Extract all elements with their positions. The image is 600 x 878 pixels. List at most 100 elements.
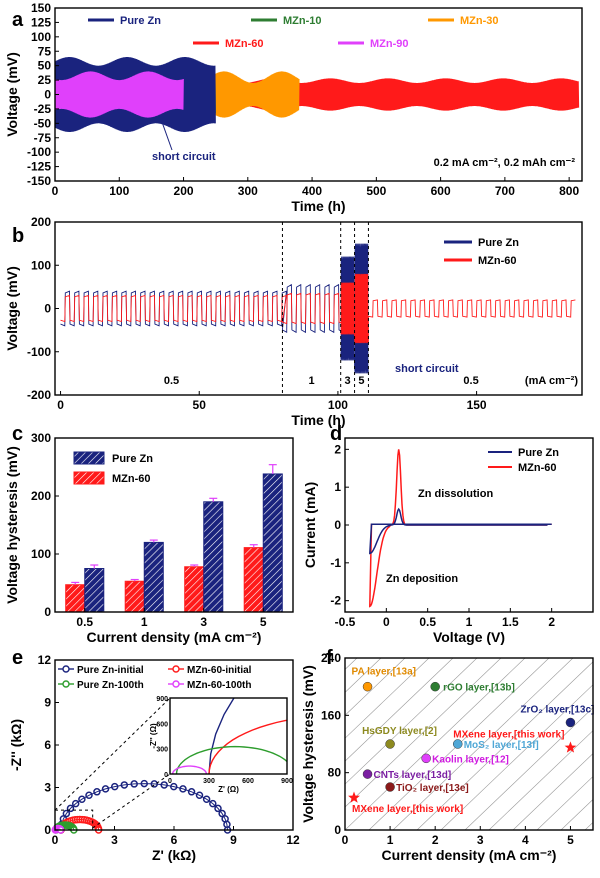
y-tick-label: -50 (34, 116, 52, 130)
point-label: MXene layer,[this work] (352, 804, 463, 815)
legend-marker (62, 680, 70, 688)
y-tick-label: 100 (31, 258, 51, 272)
y-tick-label: -200 (27, 388, 51, 402)
legend-marker (172, 680, 180, 688)
inset-x-tick-label: 900 (281, 778, 293, 785)
y-tick-label: 240 (321, 651, 341, 665)
diagonal-line (464, 707, 593, 830)
bar (65, 584, 86, 613)
diagonal-line (345, 658, 430, 739)
series-line-mzn-90 (55, 71, 184, 118)
diagonal-line (345, 658, 382, 693)
panel-label: b (12, 225, 24, 247)
y-tick-label: 12 (38, 653, 52, 667)
traces (60, 243, 576, 374)
point-label: PA layer,[13a] (352, 667, 416, 678)
unit-label: (mA cm⁻²) (525, 375, 578, 387)
inset-frame (169, 697, 288, 775)
panel-f: PA layer,[13a] rGO layer,[13b] ZrO₂ layer,… (300, 647, 594, 863)
legend-label: MZn-60 (112, 473, 151, 485)
y-tick-label: -25 (34, 102, 52, 116)
panel-label: f (326, 647, 333, 669)
y-tick-label: 0 (44, 88, 51, 102)
data-point-star (564, 741, 577, 753)
y-tick-label: 200 (31, 489, 51, 503)
y-axis-label: Current (mA) (302, 482, 318, 568)
y-tick-label: 0 (44, 823, 51, 837)
y-tick-label: 200 (31, 215, 51, 229)
y-tick-label: -100 (27, 145, 51, 159)
y-tick-label: -150 (27, 174, 51, 188)
legend-label: MZn-60 (518, 462, 557, 474)
x-tick-label: 0 (57, 398, 64, 412)
x-tick-label: 0.5 (76, 615, 93, 629)
zoom-box (54, 809, 94, 831)
y-tick-label: 3 (44, 781, 51, 795)
x-axis-label: Current density (mA cm⁻²) (382, 847, 557, 863)
x-tick-label: 0 (52, 184, 59, 198)
x-tick-label: 6 (171, 833, 178, 847)
y-tick-label: 25 (38, 73, 52, 87)
panel-e-inset: 0 300 600 900 0 300 600 900 Z' (Ω) -Z'' (Ω) (149, 696, 293, 794)
y-tick-label: 2 (334, 442, 341, 456)
x-tick-label: 1 (141, 615, 148, 629)
inset-y-tick-label: 300 (156, 747, 168, 754)
segment-label: 5 (358, 375, 364, 387)
legend-label: MZn-60-100th (187, 680, 251, 691)
y-axis-label: Voltage hysteresis (mV) (4, 446, 20, 604)
x-tick-label: 50 (193, 398, 207, 412)
x-tick-label: 150 (467, 398, 487, 412)
legend-label: MZn-60 (225, 38, 264, 50)
point-label: Kaolin layer,[12] (432, 754, 509, 765)
panel-label: d (330, 423, 342, 445)
panel-label: c (12, 423, 23, 445)
y-tick-label: 125 (31, 15, 51, 29)
x-tick-label: 500 (366, 184, 386, 198)
annotation-dissolution: Zn dissolution (418, 488, 493, 500)
x-tick-label: 2 (432, 833, 439, 847)
x-tick-label: 9 (230, 833, 237, 847)
inset-y-tick-label: 900 (156, 696, 168, 703)
y-tick-label: -2 (330, 594, 341, 608)
x-tick-label: 100 (109, 184, 129, 198)
bar (203, 501, 224, 613)
series-line-pure-zn (60, 243, 369, 374)
x-tick-label: 800 (559, 184, 579, 198)
x-axis-label: Time (h) (291, 198, 345, 214)
x-axis-label: Current density (mA cm⁻²) (87, 629, 262, 645)
x-tick-label: 0 (52, 833, 59, 847)
legend-label: MZn-90 (370, 38, 409, 50)
panel-label: a (12, 9, 24, 31)
diagonal-line (440, 684, 593, 830)
plot-frame (344, 657, 594, 831)
y-axis-label: Voltage hysteresis (mV) (300, 665, 316, 823)
diagonal-line (345, 658, 454, 762)
inset-series-line (171, 765, 208, 774)
zoom-guide (54, 697, 171, 811)
y-tick-label: -1 (330, 556, 341, 570)
legend-label: Pure Zn (518, 447, 559, 459)
legend-label: Pure Zn (120, 15, 161, 27)
y-tick-label: 150 (31, 1, 51, 15)
x-tick-label: 12 (286, 833, 300, 847)
legend-swatch (73, 451, 105, 465)
data-point (385, 782, 395, 792)
x-axis-label: Z' (kΩ) (152, 847, 196, 863)
annotation-short-circuit: short circuit (395, 363, 459, 375)
panel-c: 0.5 1 3 5 0 100 200 300 Current density (mA cm⁻²… (4, 423, 294, 645)
inset-x-tick-label: 0 (168, 778, 172, 785)
traces (55, 56, 580, 133)
x-tick-label: 2 (548, 615, 555, 629)
x-tick-label: 100 (328, 398, 348, 412)
bar (143, 541, 164, 613)
x-tick-label: 0 (383, 615, 390, 629)
data-point (565, 717, 576, 728)
bar (184, 566, 205, 613)
inset-x-axis-label: Z' (Ω) (218, 785, 239, 794)
inset-y-tick-label: 0 (164, 772, 168, 779)
annotation-short-circuit: short circuit (152, 151, 216, 163)
y-tick-label: 1 (334, 480, 341, 494)
segment-label: 3 (345, 375, 351, 387)
legend-label: Pure Zn-initial (77, 665, 144, 676)
panel-a: 0 100 200 300 400 500 600 700 800-150-125-100-75… (4, 1, 583, 214)
